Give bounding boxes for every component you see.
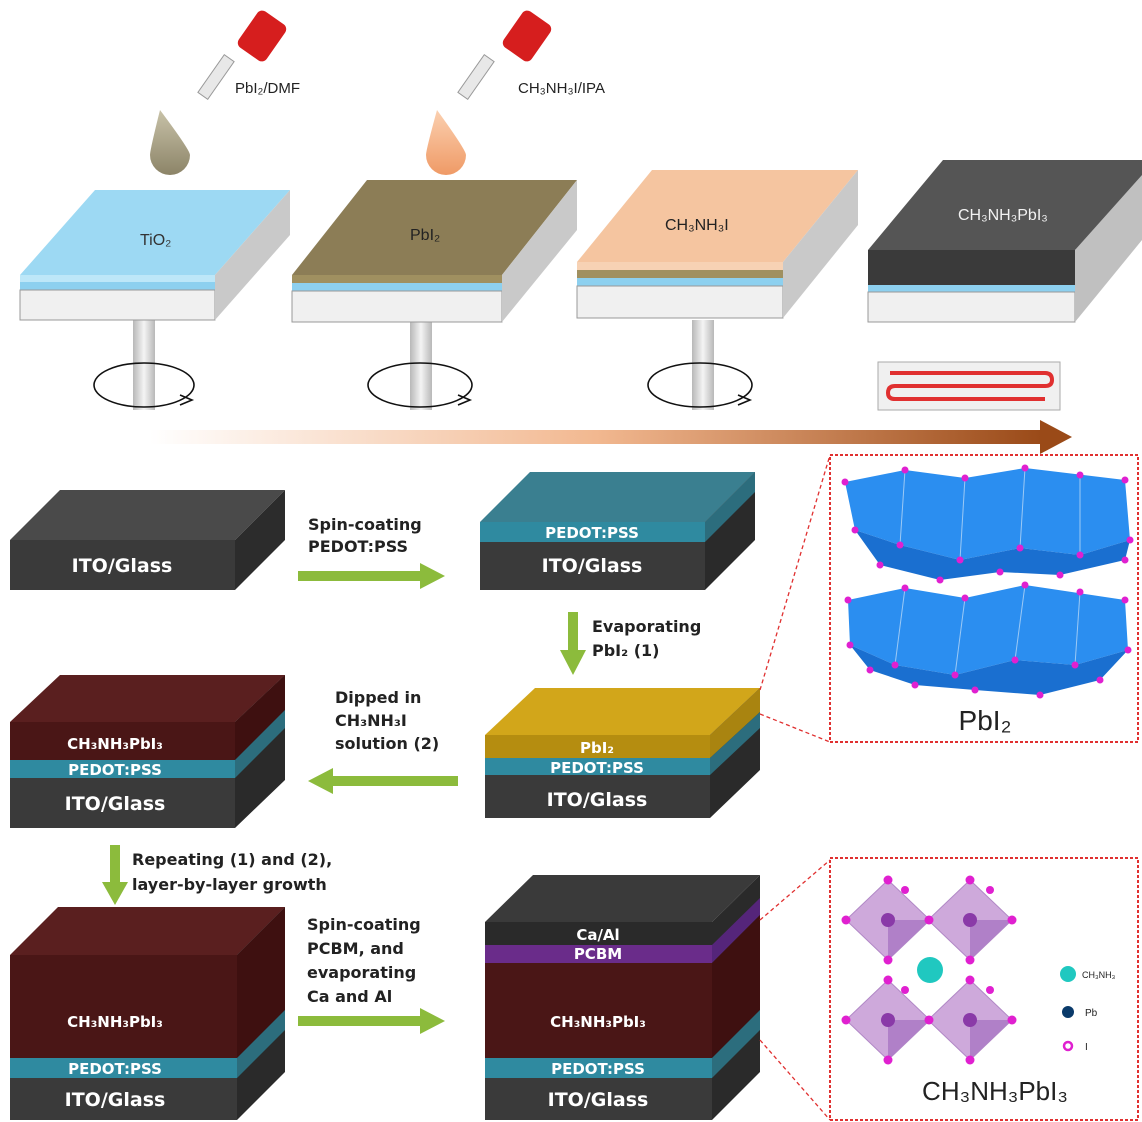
arrow4-line1: Repeating (1) and (2), [132,850,332,869]
legend-iodine-label: I [1085,1042,1088,1053]
substrate2-label: PbI₂ [410,227,440,244]
dropper-1: PbI₂/DMF [150,10,300,175]
step3-layer-pbi2: PbI₂ [580,739,614,757]
arrow3-line1: Dipped in [335,688,421,707]
perovskite-structure-inset: CH₃NH₃ Pb I CH₃NH₃PbI₃ [759,857,1139,1121]
step4-layer-pedot: PEDOT:PSS [68,761,162,779]
step6-layer-caal: Ca/Al [576,926,619,944]
substrate-mai: CH₃NH₃I [576,170,858,410]
heater-coil-icon [885,371,1055,401]
step6-layer-pedot: PEDOT:PSS [551,1060,645,1078]
substrate4-label: CH₃NH₃PbI₃ [958,207,1048,224]
process-flow-arrow [150,420,1072,454]
substrate-perovskite: CH₃NH₃PbI₃ [867,160,1142,411]
substrate1-label: TiO₂ [140,232,171,249]
legend-cation-icon [1060,966,1076,982]
perov-iodine-atoms [841,875,1017,1065]
octahedra-shade [888,920,1012,1060]
step1-layer-ito: ITO/Glass [72,555,173,577]
pbi2-layer-lower [848,584,1128,695]
pbi2-structure-inset: PbI₂ [759,454,1139,743]
iodine-atoms [841,464,1134,699]
step3-layer-ito: ITO/Glass [547,789,648,811]
arrow2-line2: PbI₂ (1) [592,641,659,660]
droplet-gray [150,110,190,175]
spin-rotation-icon [93,362,195,408]
arrow5-line4: Ca and Al [307,987,392,1006]
stack-step1: ITO/Glass [10,490,285,590]
step2-layer-pedot: PEDOT:PSS [545,524,639,542]
spin-rotation-icon [367,362,473,408]
step4-layer-perovskite: CH₃NH₃PbI₃ [67,735,163,753]
droplet-orange [426,110,466,175]
arrow5-line3: evaporating [307,963,416,982]
step4-layer-ito: ITO/Glass [65,793,166,815]
step5-layer-ito: ITO/Glass [65,1089,166,1111]
stack-step2: PEDOT:PSS ITO/Glass [480,472,755,590]
arrow5-line2: PCBM, and [307,939,404,958]
dropper-2: CH₃NH₃I/IPA [426,10,605,175]
legend-iodine-icon [1062,1040,1074,1052]
step6-layer-ito: ITO/Glass [548,1089,649,1111]
arrow3-line2: CH₃NH₃I [335,711,407,730]
step6-layer-perovskite: CH₃NH₃PbI₃ [550,1013,646,1031]
arrow1-line2: PEDOT:PSS [308,537,408,556]
legend-pb-label: Pb [1085,1008,1098,1019]
arrow4-line2: layer-by-layer growth [132,875,327,894]
step5-layer-pedot: PEDOT:PSS [68,1060,162,1078]
legend-cation-label: CH₃NH₃ [1082,970,1116,980]
spin-pole [410,320,432,410]
arrow1-line1: Spin-coating [308,515,422,534]
pbi2-title: PbI₂ [959,705,1012,736]
arrow3-line3: solution (2) [335,734,439,753]
step2-layer-ito: ITO/Glass [542,555,643,577]
step5-layer-perovskite: CH₃NH₃PbI₃ [67,1013,163,1031]
pb-atoms [881,913,977,1027]
perovskite-legend: CH₃NH₃ Pb I [1060,966,1116,1053]
substrate-pbi2: PbI₂ [291,180,577,410]
substrate-tio2: TiO₂ [19,190,290,410]
spin-pole [692,320,714,410]
perovskite-title: CH₃NH₃PbI₃ [922,1076,1068,1106]
legend-pb-icon [1062,1006,1074,1018]
arrow-step5: Spin-coating PCBM, and evaporating Ca an… [298,915,445,1034]
arrow-step2: Evaporating PbI₂ (1) [560,612,701,675]
stack-step5: CH₃NH₃PbI₃ PEDOT:PSS ITO/Glass [10,907,285,1120]
stack-step3: PbI₂ PEDOT:PSS ITO/Glass [485,688,760,818]
cation-atom [917,957,943,983]
dropper1-label: PbI₂/DMF [235,80,300,97]
spin-rotation-icon [647,362,753,408]
arrow-step3: Dipped in CH₃NH₃I solution (2) [308,688,458,794]
stack-step6: Ca/Al PCBM CH₃NH₃PbI₃ PEDOT:PSS ITO/Glas… [485,875,760,1120]
step6-layer-pcbm: PCBM [574,945,622,963]
spin-pole [133,310,155,410]
arrow-step4: Repeating (1) and (2), layer-by-layer gr… [102,845,332,905]
stack-step4: CH₃NH₃PbI₃ PEDOT:PSS ITO/Glass [10,675,285,828]
dropper2-label: CH₃NH₃I/IPA [518,80,605,97]
arrow2-line1: Evaporating [592,617,701,636]
step3-layer-pedot: PEDOT:PSS [550,759,644,777]
pbi2-layer-upper [845,467,1130,580]
substrate3-label: CH₃NH₃I [665,217,729,234]
arrow5-line1: Spin-coating [307,915,421,934]
arrow-step1: Spin-coating PEDOT:PSS [298,515,445,589]
